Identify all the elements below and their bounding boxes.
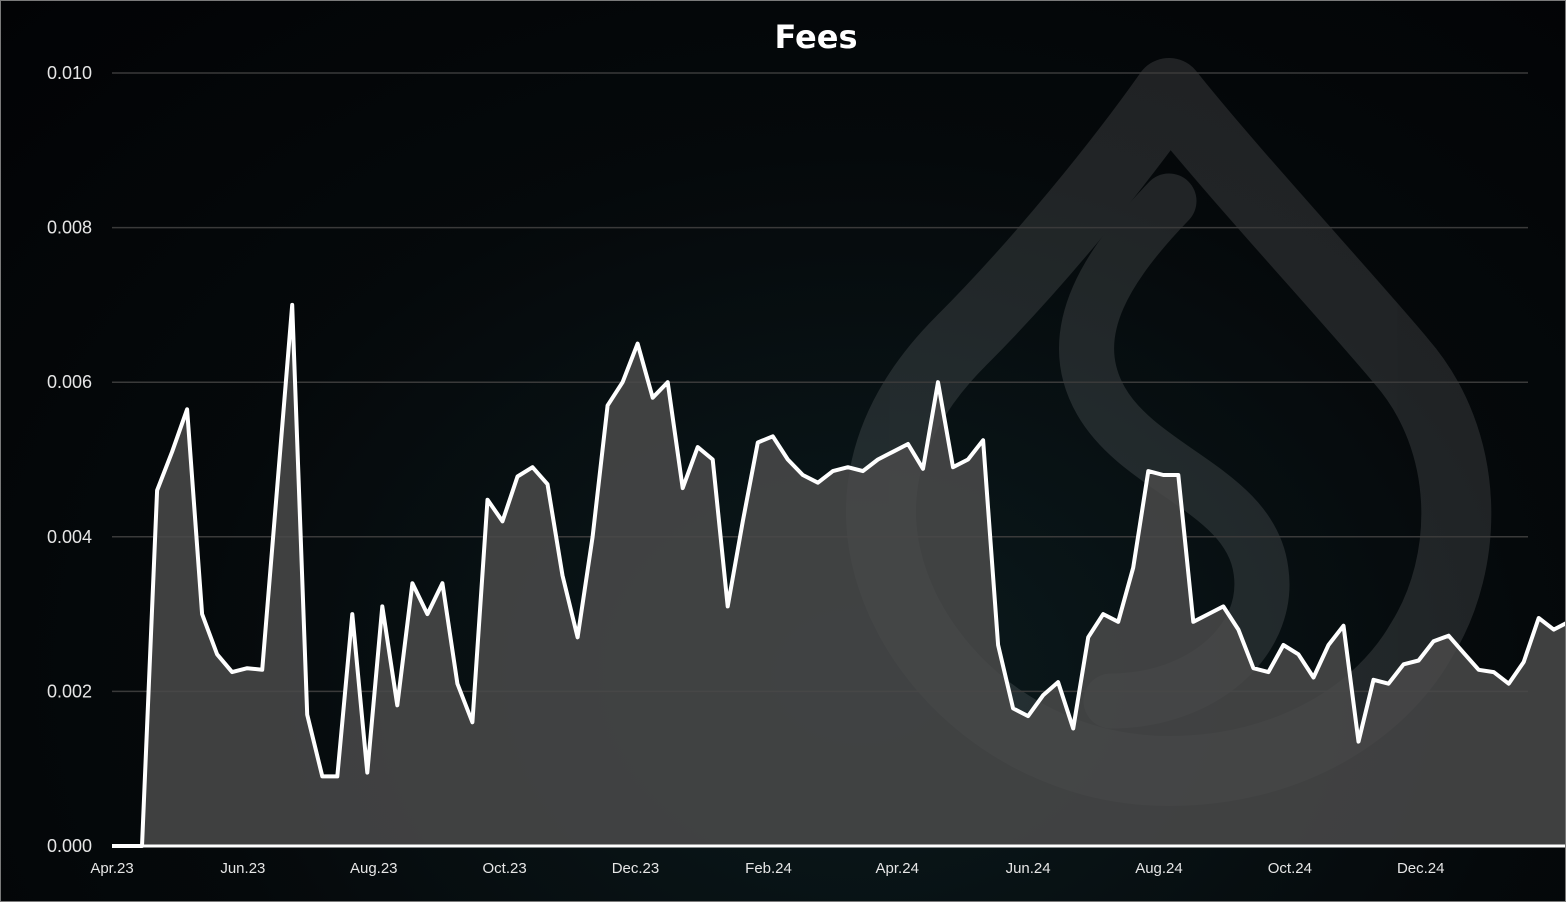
series-area: [112, 302, 1565, 848]
y-tick-label: 0.000: [47, 836, 92, 856]
series-area-fill: [112, 304, 1565, 846]
chart-title: Fees: [774, 18, 857, 56]
x-tick-label: Feb.24: [745, 860, 792, 877]
series-line: [112, 302, 1565, 848]
x-tick-label: Oct.24: [1268, 860, 1312, 877]
x-tick-label: Apr.24: [876, 860, 919, 877]
y-tick-label: 0.002: [47, 681, 92, 701]
x-tick-label: Aug.24: [1135, 860, 1183, 877]
x-tick-label: Oct.23: [483, 860, 527, 877]
x-tick-label: Jun.24: [1006, 860, 1051, 877]
y-tick-label: 0.004: [47, 527, 92, 547]
y-tick-label: 0.006: [47, 372, 92, 392]
x-tick-label: Dec.23: [612, 860, 660, 877]
y-tick-label: 0.008: [47, 218, 92, 238]
x-tick-label: Apr.23: [90, 860, 133, 877]
x-tick-label: Dec.24: [1397, 860, 1445, 877]
x-tick-label: Jun.23: [220, 860, 265, 877]
axis-ticks: 0.000 0.002 0.004 0.006 0.008 0.010 Apr.23 Jun.…: [47, 63, 1445, 877]
x-tick-label: Aug.23: [350, 860, 398, 877]
y-tick-label: 0.010: [47, 63, 92, 83]
